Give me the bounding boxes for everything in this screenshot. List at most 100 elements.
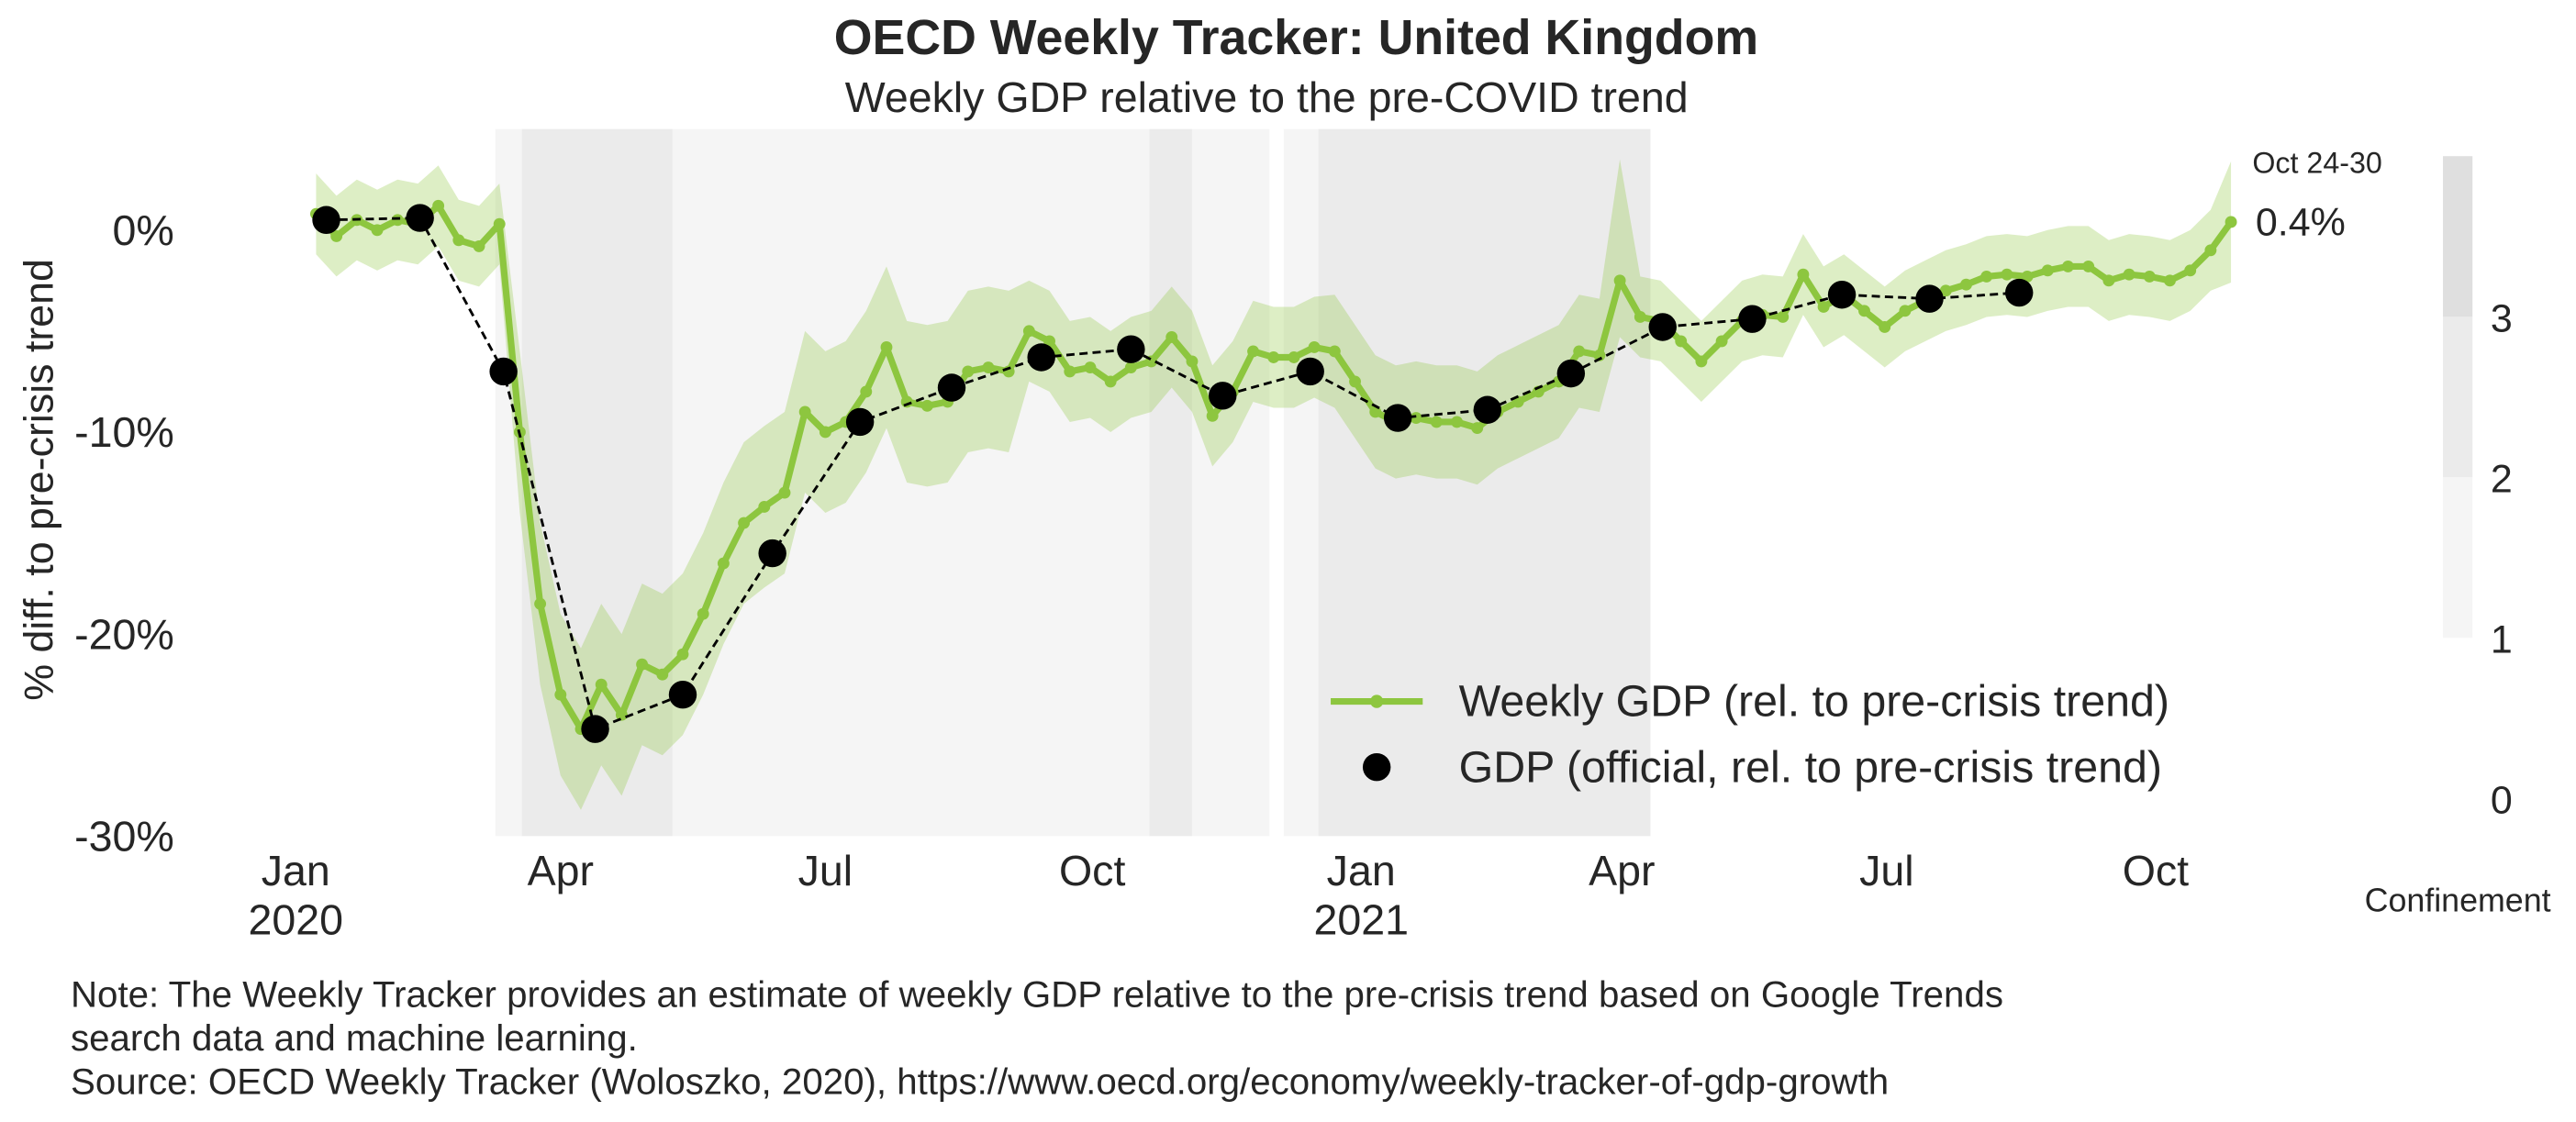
weekly-point: [1288, 351, 1300, 363]
weekly-point: [1451, 416, 1463, 428]
weekly-point: [2102, 274, 2115, 287]
weekly-point: [1817, 301, 1830, 313]
weekly-point: [330, 229, 343, 242]
weekly-point: [2041, 264, 2054, 277]
weekly-point: [1960, 278, 1972, 291]
x-tick-label: Jul: [1859, 847, 1913, 894]
y-tick-label: -10%: [74, 408, 174, 456]
official-point: [1117, 335, 1145, 363]
y-tick-label: 0%: [112, 206, 173, 254]
chart-subtitle: Weekly GDP relative to the pre-COVID tre…: [845, 73, 1689, 121]
weekly-point: [1797, 268, 1810, 281]
official-point: [312, 206, 340, 234]
note: search data and machine learning.: [71, 1017, 638, 1059]
colorbar-segment: [2442, 317, 2473, 478]
official-point: [1915, 284, 1944, 313]
legend-swatch: [1362, 752, 1391, 782]
weekly-point: [1858, 305, 1870, 317]
official-point: [668, 681, 697, 709]
weekly-point: [1695, 355, 1708, 368]
official-point: [489, 357, 518, 386]
note: Source: OECD Weekly Tracker (Woloszko, 2…: [71, 1061, 1889, 1102]
weekly-point: [1064, 365, 1076, 378]
weekly-point: [1165, 331, 1178, 343]
weekly-point: [493, 217, 506, 230]
official-point: [1827, 281, 1857, 309]
official-point: [2004, 278, 2034, 307]
weekly-point: [656, 668, 669, 681]
official-point: [406, 204, 434, 232]
weekly-point: [1899, 305, 1912, 317]
weekly-point: [1939, 284, 1952, 297]
weekly-point: [2082, 260, 2095, 272]
weekly-point: [1084, 361, 1097, 373]
confinement-period: [1149, 128, 1192, 837]
weekly-point: [473, 239, 485, 252]
official-point: [581, 715, 609, 743]
weekly-point: [452, 234, 465, 247]
weekly-point: [676, 648, 689, 661]
weekly-point: [534, 597, 547, 610]
weekly-point: [2225, 216, 2237, 228]
weekly-point: [595, 678, 608, 691]
weekly-point: [738, 517, 751, 529]
official-point: [1738, 305, 1767, 333]
weekly-point: [1715, 335, 1728, 348]
x-tick-label: Oct: [2123, 847, 2189, 894]
weekly-point: [2204, 244, 2217, 257]
official-point: [1473, 395, 1502, 424]
weekly-point: [717, 557, 730, 570]
weekly-point: [2143, 270, 2156, 283]
weekly-point: [1613, 274, 1626, 287]
weekly-point: [2062, 260, 2074, 272]
weekly-point: [1022, 325, 1035, 338]
colorbar-tick-label: 1: [2491, 617, 2513, 661]
weekly-point: [798, 405, 811, 418]
colorbar-segment: [2442, 477, 2473, 639]
y-tick-label: -30%: [74, 812, 174, 860]
weekly-point: [1104, 375, 1117, 388]
weekly-point: [697, 607, 709, 620]
x-tick-label: Oct: [1059, 847, 1125, 894]
weekly-point: [1593, 349, 1606, 361]
weekly-point: [1328, 345, 1341, 358]
weekly-point: [860, 385, 873, 398]
weekly-point: [1430, 416, 1443, 428]
x-tick-label: Apr: [528, 847, 594, 894]
confinement-period: [1318, 128, 1651, 837]
note: Note: The Weekly Tracker provides an est…: [71, 974, 2003, 1016]
annotation-value: 0.4%: [2256, 200, 2346, 244]
weekly-point: [1675, 335, 1688, 348]
confinement-period: [1191, 128, 1270, 837]
y-axis-label: % diff. to pre-crisis trend: [16, 259, 61, 701]
weekly-point: [2021, 270, 2034, 283]
weekly-point: [2001, 268, 2013, 281]
official-line: [326, 217, 2020, 731]
x-tick-label: Apr: [1589, 847, 1655, 894]
weekly-point: [920, 399, 933, 412]
weekly-point: [1471, 422, 1484, 435]
weekly-point: [1247, 345, 1259, 358]
weekly-point: [1573, 345, 1586, 358]
weekly-point: [1308, 341, 1321, 353]
weekly-point: [1879, 321, 1891, 333]
weekly-point: [962, 365, 975, 378]
chart-title: OECD Weekly Tracker: United Kingdom: [834, 10, 1758, 65]
weekly-point: [636, 658, 649, 671]
weekly-point: [819, 426, 831, 439]
x-tick-label: Jan 2021: [1313, 847, 1409, 944]
legend-label: Weekly GDP (rel. to pre-crisis trend): [1459, 677, 2169, 727]
weekly-point: [1206, 409, 1219, 422]
official-point: [1556, 359, 1586, 388]
official-point: [937, 373, 966, 402]
weekly-point: [1777, 311, 1790, 323]
weekly-point: [880, 341, 893, 353]
colorbar-tick-label: 3: [2491, 296, 2513, 340]
official-point: [758, 539, 786, 568]
x-tick-label: Jan 2020: [248, 847, 343, 944]
official-point: [1383, 404, 1412, 432]
colorbar-tick-label: 2: [2491, 457, 2513, 501]
official-point: [1209, 382, 1237, 410]
